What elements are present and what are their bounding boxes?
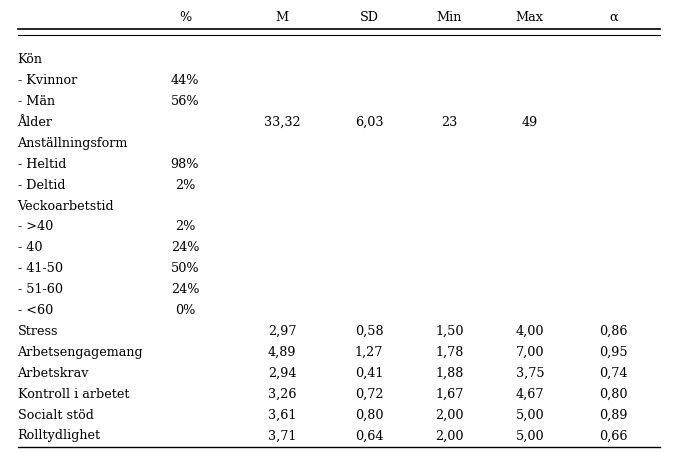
Text: - 41-50: - 41-50 (18, 262, 62, 275)
Text: 3,71: 3,71 (268, 429, 296, 443)
Text: 1,88: 1,88 (435, 367, 464, 380)
Text: Ålder: Ålder (18, 116, 53, 129)
Text: Kön: Kön (18, 53, 43, 66)
Text: 0,86: 0,86 (599, 325, 628, 338)
Text: 0,74: 0,74 (599, 367, 628, 380)
Text: 0,72: 0,72 (355, 388, 383, 400)
Text: 2,00: 2,00 (435, 429, 464, 443)
Text: %: % (179, 11, 191, 24)
Text: 0,58: 0,58 (355, 325, 384, 338)
Text: 2%: 2% (175, 178, 195, 192)
Text: - Deltid: - Deltid (18, 178, 65, 192)
Text: 0,80: 0,80 (355, 409, 383, 422)
Text: - Män: - Män (18, 95, 55, 108)
Text: - >40: - >40 (18, 221, 53, 233)
Text: 4,89: 4,89 (268, 346, 296, 359)
Text: Kontroll i arbetet: Kontroll i arbetet (18, 388, 129, 400)
Text: Anställningsform: Anställningsform (18, 137, 128, 150)
Text: 3,61: 3,61 (268, 409, 296, 422)
Text: 5,00: 5,00 (515, 429, 544, 443)
Text: 1,50: 1,50 (435, 325, 464, 338)
Text: - <60: - <60 (18, 304, 53, 317)
Text: 56%: 56% (171, 95, 199, 108)
Text: Stress: Stress (18, 325, 58, 338)
Text: 4,00: 4,00 (515, 325, 544, 338)
Text: 4,67: 4,67 (515, 388, 544, 400)
Text: 98%: 98% (171, 158, 199, 171)
Text: α: α (610, 11, 618, 24)
Text: 1,67: 1,67 (435, 388, 464, 400)
Text: Arbetskrav: Arbetskrav (18, 367, 89, 380)
Text: - Heltid: - Heltid (18, 158, 66, 171)
Text: 0,41: 0,41 (355, 367, 383, 380)
Text: 2,00: 2,00 (435, 409, 464, 422)
Text: 0,95: 0,95 (599, 346, 628, 359)
Text: 2,94: 2,94 (268, 367, 296, 380)
Text: 33,32: 33,32 (264, 116, 300, 129)
Text: Arbetsengagemang: Arbetsengagemang (18, 346, 143, 359)
Text: 2%: 2% (175, 221, 195, 233)
Text: 6,03: 6,03 (355, 116, 383, 129)
Text: 0,64: 0,64 (355, 429, 383, 443)
Text: 1,78: 1,78 (435, 346, 464, 359)
Text: 23: 23 (441, 116, 458, 129)
Text: Min: Min (437, 11, 462, 24)
Text: 0,66: 0,66 (599, 429, 628, 443)
Text: 1,27: 1,27 (355, 346, 383, 359)
Text: Socialt stöd: Socialt stöd (18, 409, 94, 422)
Text: 3,75: 3,75 (515, 367, 544, 380)
Text: - Kvinnor: - Kvinnor (18, 74, 77, 87)
Text: - 51-60: - 51-60 (18, 283, 62, 296)
Text: SD: SD (359, 11, 378, 24)
Text: 0%: 0% (175, 304, 195, 317)
Text: 0,80: 0,80 (599, 388, 628, 400)
Text: 24%: 24% (171, 241, 199, 254)
Text: - 40: - 40 (18, 241, 42, 254)
Text: Rolltydlighet: Rolltydlighet (18, 429, 101, 443)
Text: 3,26: 3,26 (268, 388, 296, 400)
Text: 50%: 50% (171, 262, 199, 275)
Text: 49: 49 (522, 116, 538, 129)
Text: M: M (275, 11, 289, 24)
Text: 5,00: 5,00 (515, 409, 544, 422)
Text: 0,89: 0,89 (599, 409, 628, 422)
Text: 24%: 24% (171, 283, 199, 296)
Text: 7,00: 7,00 (515, 346, 544, 359)
Text: 2,97: 2,97 (268, 325, 296, 338)
Text: Max: Max (516, 11, 544, 24)
Text: 44%: 44% (171, 74, 199, 87)
Text: Veckoarbetstid: Veckoarbetstid (18, 199, 114, 212)
